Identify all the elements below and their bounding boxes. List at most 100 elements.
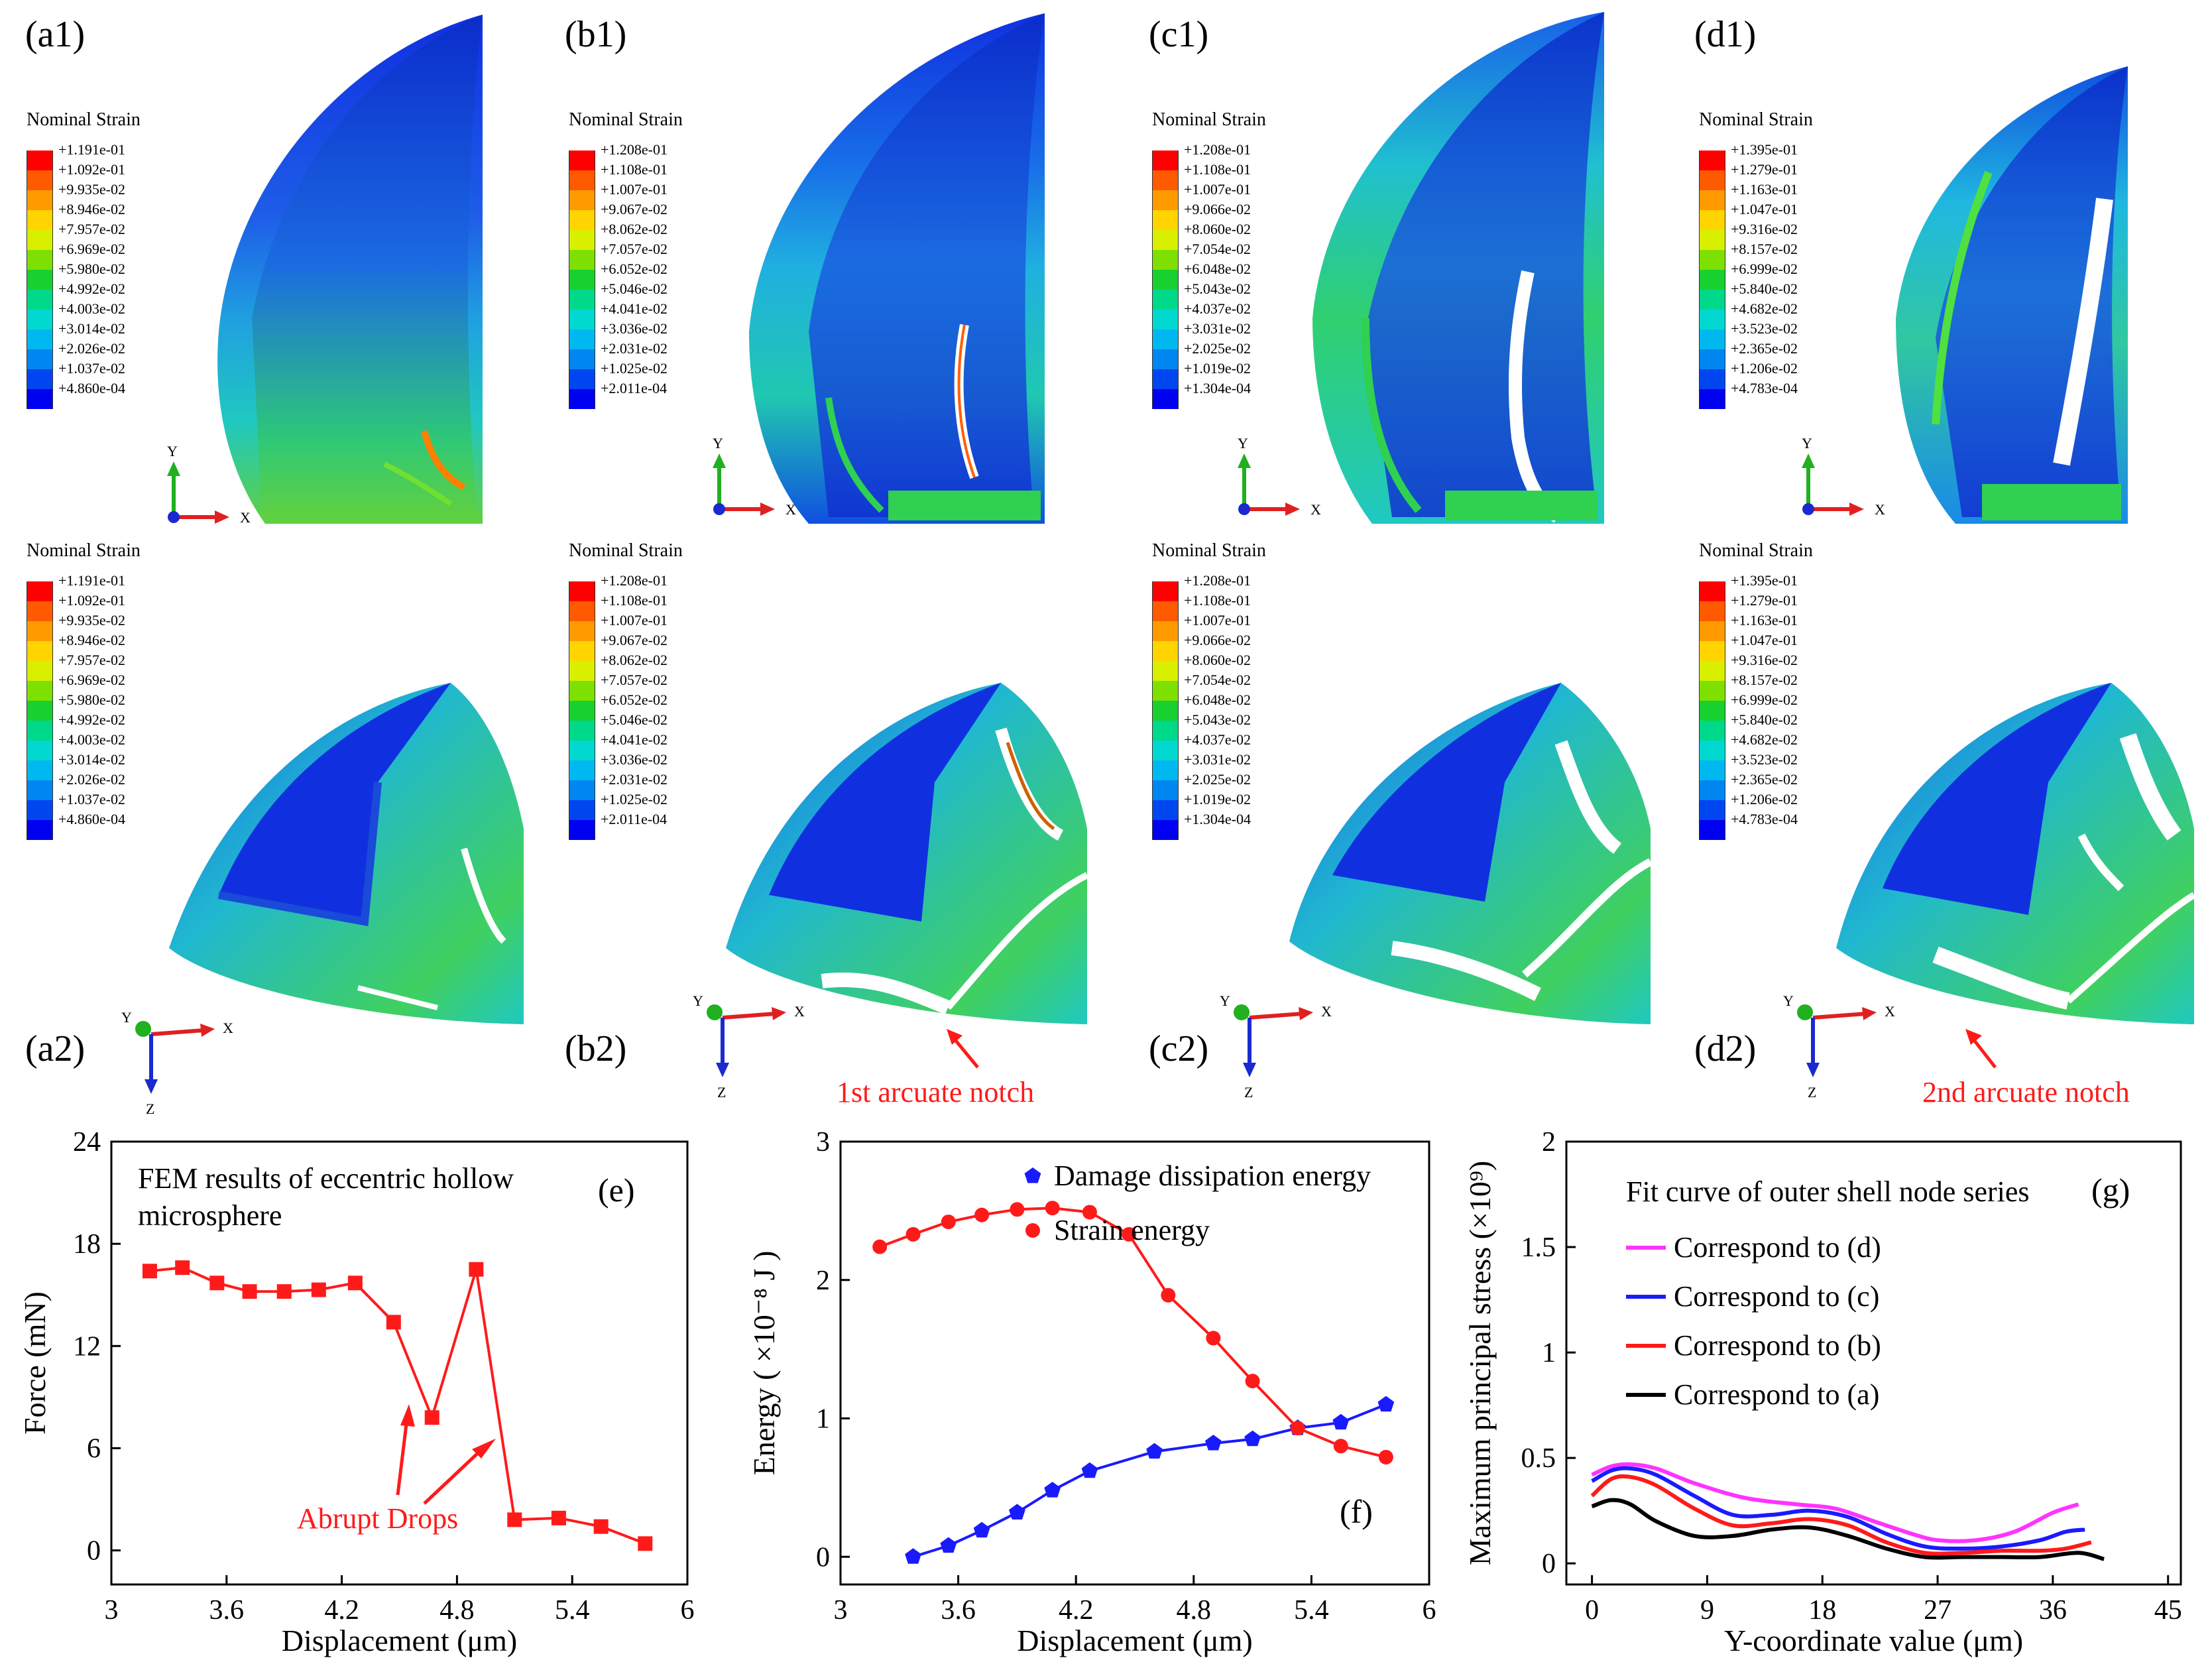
legend-title: Nominal Strain xyxy=(1152,540,1266,561)
chart-e: 3 3.6 4.2 4.8 5.4 6 0 6 12 18 24 Displacement (μm) F… xyxy=(18,1127,695,1657)
legend-value: +6.048e-02 xyxy=(1184,261,1251,277)
legend-value: +1.007e-01 xyxy=(1184,181,1251,198)
contour-b1 xyxy=(749,13,1045,524)
axis-label-y: Y xyxy=(1238,435,1248,451)
arrow-line xyxy=(396,1418,409,1496)
legend-swatch xyxy=(1699,621,1725,641)
legend-value: +1.092e-01 xyxy=(58,592,125,609)
data-point xyxy=(1009,1504,1025,1519)
legend-value: +2.026e-02 xyxy=(58,340,125,357)
legend-value: +7.054e-02 xyxy=(1184,241,1251,257)
legend-swatch xyxy=(569,681,595,701)
data-point xyxy=(1378,1449,1393,1464)
notch-label-2: 2nd arcuate notch xyxy=(1922,1076,2130,1108)
x-tick-label: 5.4 xyxy=(1294,1595,1329,1626)
legend-value: +9.067e-02 xyxy=(601,632,668,648)
legend-swatch xyxy=(1152,270,1179,290)
legend-swatch xyxy=(1699,820,1725,840)
panel-label-c1: (c1) xyxy=(1149,14,1209,55)
legend-swatch xyxy=(27,581,53,601)
data-point xyxy=(1082,1205,1097,1220)
legend-value: +2.031e-02 xyxy=(601,771,668,788)
legend-value: +1.279e-01 xyxy=(1731,161,1798,178)
panel-label-a1: (a1) xyxy=(25,14,86,55)
legend-swatch xyxy=(569,661,595,681)
axis-label-y: Y xyxy=(693,992,703,1009)
axis-triad-a2: Y X Z xyxy=(121,1009,233,1117)
legend-swatch xyxy=(1152,701,1179,721)
chart-g: 0 9 18 27 36 45 0 0.5 1 1.5 2 Y-coordinate value (μ… xyxy=(1463,1127,2182,1657)
legend-value: +1.395e-01 xyxy=(1731,141,1798,158)
legend-swatch xyxy=(569,641,595,661)
legend-swatch xyxy=(1699,349,1725,369)
data-point xyxy=(974,1207,990,1222)
legend-value: +9.067e-02 xyxy=(601,201,668,217)
data-point xyxy=(1044,1482,1061,1498)
legend-value: +9.316e-02 xyxy=(1731,221,1798,237)
legend-swatch xyxy=(1699,250,1725,270)
legend-swatch xyxy=(1699,290,1725,310)
data-point xyxy=(1333,1439,1348,1454)
legend-swatch xyxy=(27,701,53,721)
plot-frame xyxy=(110,1140,689,1586)
data-point xyxy=(424,1410,439,1425)
legend-swatch xyxy=(569,820,595,840)
legend-title: Nominal Strain xyxy=(1699,540,1813,561)
x-tick-label: 3.6 xyxy=(941,1595,976,1626)
legend-swatch xyxy=(1699,800,1725,820)
legend-swatch xyxy=(27,250,53,270)
legend-swatch xyxy=(1152,389,1179,409)
axis-label-x: X xyxy=(223,1020,233,1036)
legend-swatch xyxy=(569,581,595,601)
legend-swatch xyxy=(569,250,595,270)
legend-value: +6.052e-02 xyxy=(601,691,668,708)
y-tick-label: 2 xyxy=(1542,1127,1556,1158)
axis-triad-d2: Y X Z xyxy=(1783,992,1895,1101)
legend-value: +1.108e-01 xyxy=(601,592,668,609)
x-axis-label: Displacement (μm) xyxy=(282,1624,518,1657)
legend-swatch xyxy=(1152,581,1179,601)
legend-swatch xyxy=(569,601,595,621)
legend-value: +1.007e-01 xyxy=(601,181,668,198)
legend-swatch xyxy=(1699,721,1725,741)
x-tick-label: 27 xyxy=(1924,1595,1951,1626)
legend-value: +1.108e-01 xyxy=(1184,592,1251,609)
legend-value: +6.969e-02 xyxy=(58,241,125,257)
legend-swatch xyxy=(1152,721,1179,741)
data-point xyxy=(386,1315,401,1330)
legend-value: +4.041e-02 xyxy=(601,731,668,748)
legend-swatch xyxy=(569,150,595,170)
y-axis-label: Force (mN) xyxy=(18,1291,52,1435)
legend-value: +1.206e-02 xyxy=(1731,791,1798,807)
legend-value: +2.031e-02 xyxy=(601,340,668,357)
legend-swatch xyxy=(27,369,53,389)
legend-swatch xyxy=(1152,210,1179,230)
legend-swatch xyxy=(1152,661,1179,681)
axis-label-x: X xyxy=(794,1003,805,1020)
legend-swatch xyxy=(1699,310,1725,329)
panel-label-f: (f) xyxy=(1340,1493,1373,1530)
data-point xyxy=(593,1519,609,1534)
data-point xyxy=(973,1521,990,1538)
notch-label-1: 1st arcuate notch xyxy=(837,1076,1034,1108)
legend-swatch xyxy=(27,290,53,310)
legend-value: +1.191e-01 xyxy=(58,572,125,589)
legend-swatch xyxy=(1699,701,1725,721)
legend-swatch xyxy=(1699,369,1725,389)
legend-value: +1.395e-01 xyxy=(1731,572,1798,589)
legend-value: +8.060e-02 xyxy=(1184,652,1251,668)
contour-c2 xyxy=(1289,683,1653,1024)
legend-swatch xyxy=(569,270,595,290)
legend-title: Nominal Strain xyxy=(569,109,683,130)
chart-title-line: microsphere xyxy=(138,1199,282,1232)
legend-value: +8.157e-02 xyxy=(1731,241,1798,257)
legend-value: +1.108e-01 xyxy=(1184,161,1251,178)
contour-a2 xyxy=(169,683,524,1024)
legend-swatch xyxy=(569,780,595,800)
legend-value: +9.316e-02 xyxy=(1731,652,1798,668)
legend-swatch xyxy=(1152,820,1179,840)
abrupt-drops-annotation: Abrupt Drops xyxy=(297,1404,496,1535)
data-point xyxy=(175,1260,190,1276)
legend-swatch xyxy=(27,760,53,780)
